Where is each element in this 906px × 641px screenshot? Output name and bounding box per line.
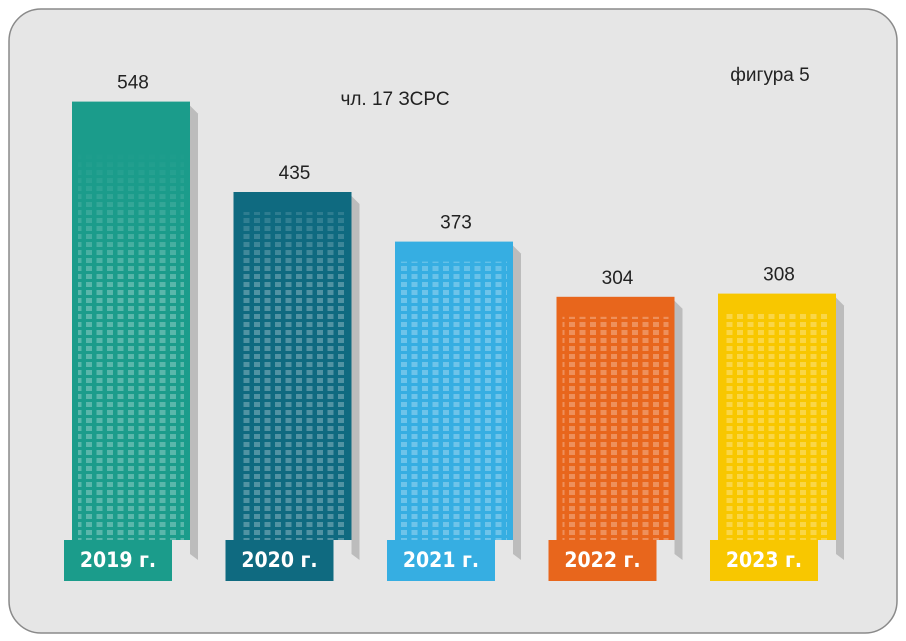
- value-label: 308: [763, 265, 795, 286]
- x-tick-label: 2020 г.: [241, 548, 317, 572]
- value-label: 373: [440, 213, 472, 234]
- chart-title: чл. 17 ЗСРС: [340, 89, 449, 110]
- value-label: 548: [117, 73, 149, 94]
- bar-shadow: [836, 298, 844, 560]
- chart: чл. 17 ЗСРС фигура 5 548 2019 г. 435 2020 г…: [0, 0, 906, 641]
- bar-pattern: [401, 262, 507, 540]
- x-tick-label: 2022 г.: [564, 548, 640, 572]
- bar-shadow: [675, 301, 683, 560]
- bar-pattern: [563, 317, 669, 540]
- bar-pattern: [724, 314, 830, 540]
- x-tick-label: 2023 г.: [726, 548, 802, 572]
- bar-shadow: [352, 196, 360, 560]
- bar-shadow: [513, 246, 521, 560]
- bar-pattern: [78, 122, 184, 540]
- x-tick-label: 2019 г.: [80, 548, 156, 572]
- value-label: 304: [602, 268, 634, 289]
- bar-pattern: [240, 212, 346, 540]
- x-tick-label: 2021 г.: [403, 548, 479, 572]
- annotation: фигура 5: [730, 65, 809, 86]
- bar-shadow: [190, 106, 198, 560]
- value-label: 435: [279, 163, 311, 184]
